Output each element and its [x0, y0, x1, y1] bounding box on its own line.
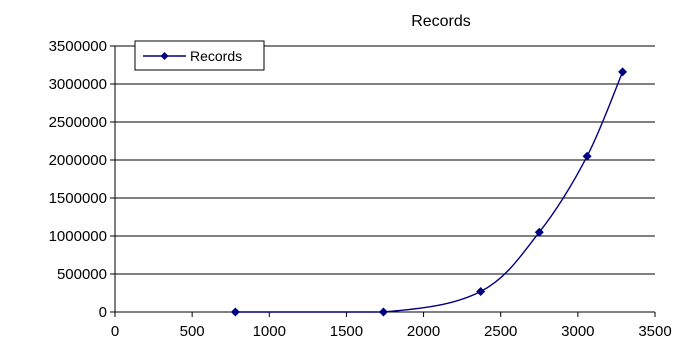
y-tick-label: 1000000 [49, 228, 107, 245]
data-point [378, 307, 388, 317]
x-tick-label: 2000 [407, 323, 440, 340]
y-tick-label: 1500000 [49, 190, 107, 207]
x-tick-label: 3000 [561, 323, 594, 340]
legend: Records [134, 40, 265, 71]
y-tick-label: 500000 [57, 266, 107, 283]
x-tick-label: 500 [180, 323, 205, 340]
gridlines [115, 45, 655, 275]
series-line [235, 71, 624, 313]
x-tick-label: 1500 [330, 323, 363, 340]
y-tick-label: 0 [99, 304, 107, 321]
axes: 0500000100000015000002000000250000030000… [49, 38, 672, 340]
data-point [534, 227, 544, 237]
x-tick-label: 3500 [638, 323, 671, 340]
data-point [618, 67, 628, 77]
data-point [476, 286, 486, 296]
series-layer [230, 67, 628, 317]
legend-label: Records [190, 48, 242, 64]
x-tick-label: 2500 [484, 323, 517, 340]
chart-title: Records [411, 13, 471, 30]
data-point [230, 307, 240, 317]
x-tick-label: 1000 [253, 323, 286, 340]
x-tick-label: 0 [111, 323, 119, 340]
y-tick-label: 3000000 [49, 76, 107, 93]
data-point [582, 151, 592, 161]
legend-series-marker [160, 52, 169, 60]
y-tick-label: 3500000 [49, 38, 107, 55]
y-tick-label: 2500000 [49, 114, 107, 131]
y-tick-label: 2000000 [49, 152, 107, 169]
